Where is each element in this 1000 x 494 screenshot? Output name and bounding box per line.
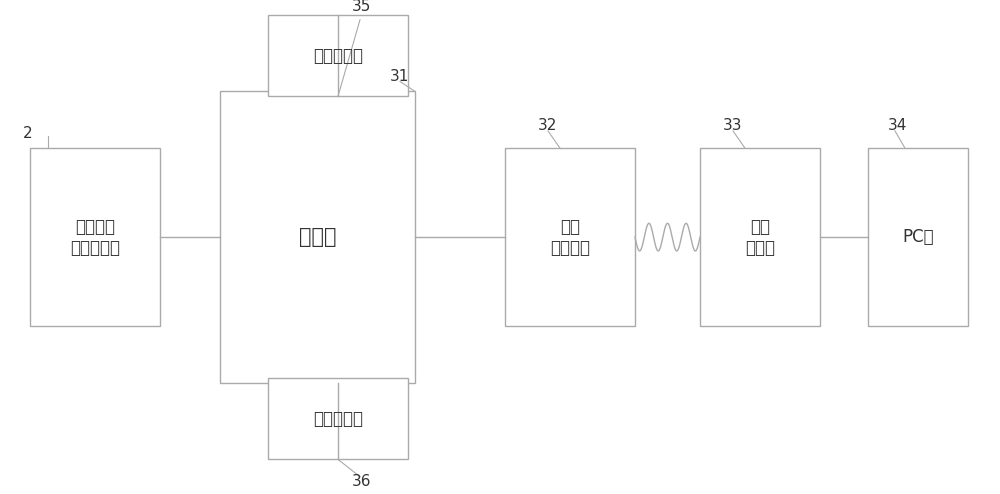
Bar xyxy=(268,378,408,459)
Bar xyxy=(220,91,415,383)
Text: 31: 31 xyxy=(390,69,409,84)
Text: 无线
通信模块: 无线 通信模块 xyxy=(550,218,590,256)
Bar xyxy=(700,148,820,326)
Text: 有机电致
发光显示屏: 有机电致 发光显示屏 xyxy=(70,218,120,256)
Text: 36: 36 xyxy=(352,474,372,489)
Text: 控制器: 控制器 xyxy=(299,227,336,247)
Text: 34: 34 xyxy=(888,119,907,133)
Text: 35: 35 xyxy=(352,0,371,14)
Bar xyxy=(868,148,968,326)
Text: PC机: PC机 xyxy=(902,228,934,246)
Bar xyxy=(268,15,408,96)
Bar xyxy=(30,148,160,326)
Text: 湿度传感器: 湿度传感器 xyxy=(313,410,363,428)
Text: 无线
路由器: 无线 路由器 xyxy=(745,218,775,256)
Text: 温度传感器: 温度传感器 xyxy=(313,46,363,65)
Text: 2: 2 xyxy=(23,126,33,141)
Text: 32: 32 xyxy=(538,119,557,133)
Bar xyxy=(505,148,635,326)
Text: 33: 33 xyxy=(723,119,742,133)
